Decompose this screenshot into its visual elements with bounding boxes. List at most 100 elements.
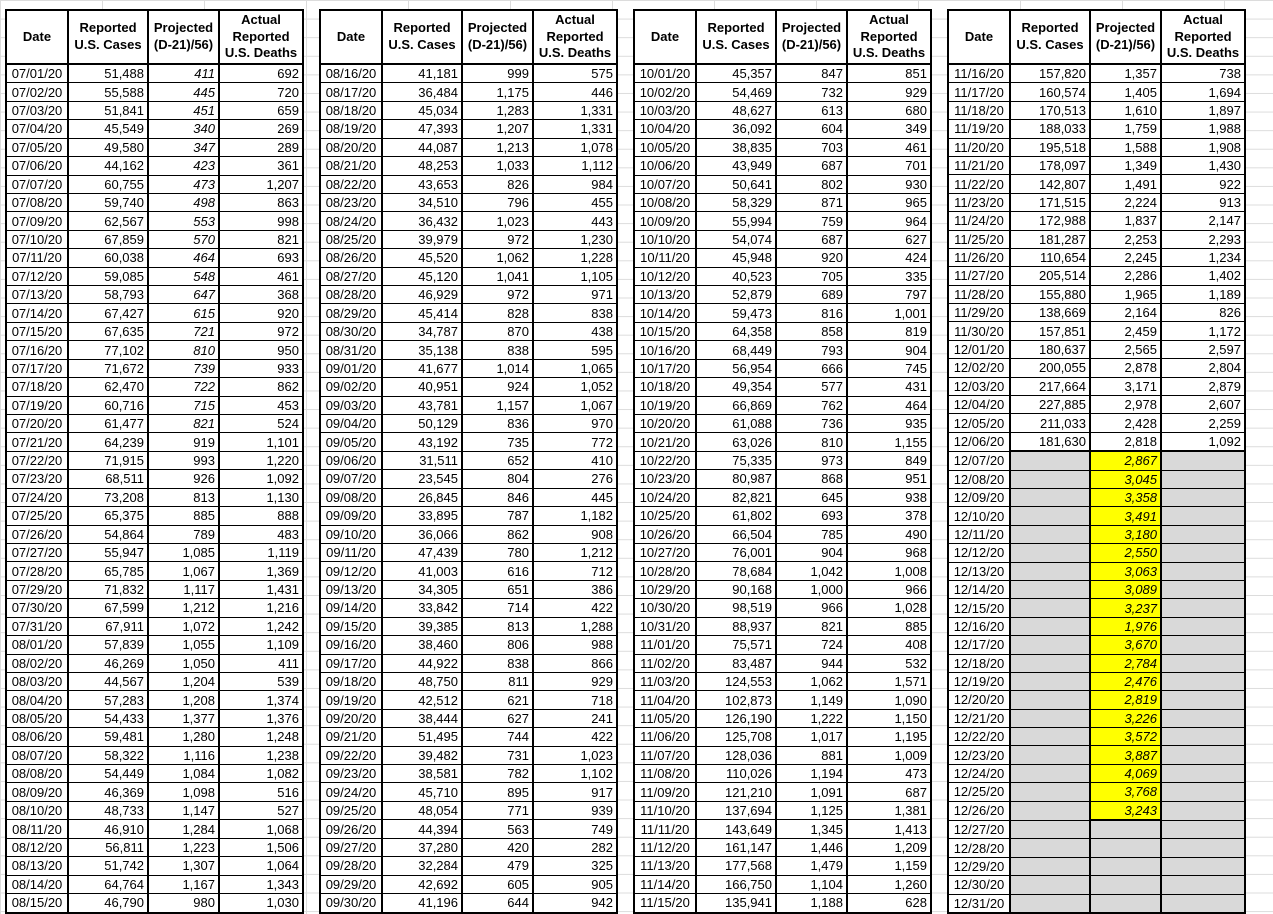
column-header-projected: Projected (D-21)/56) [1089, 9, 1162, 65]
date-cell: 11/04/20 [633, 690, 697, 710]
date-cell: 10/09/20 [633, 211, 697, 231]
date-cell: 09/21/20 [319, 727, 383, 747]
reported-cases-cell [1009, 763, 1091, 784]
reported-cases-cell: 66,869 [695, 395, 777, 416]
table-row: 09/18/20 48,750 811 929 [319, 671, 618, 692]
reported-cases-cell: 157,820 [1009, 63, 1091, 84]
date-cell: 12/27/20 [947, 819, 1011, 840]
projected-deaths-cell: 780 [461, 542, 534, 563]
actual-deaths-cell: 1,430 [1160, 155, 1246, 176]
actual-deaths-cell: 527 [218, 800, 304, 821]
reported-cases-cell: 40,951 [381, 377, 463, 397]
projected-deaths-cell: 1,175 [461, 82, 534, 102]
actual-deaths-cell: 2,804 [1160, 358, 1246, 378]
projected-deaths-cell: 1,284 [147, 819, 220, 839]
reported-cases-cell: 31,511 [381, 450, 463, 471]
projected-deaths-cell: 1,157 [461, 395, 534, 416]
table-row: 12/26/20 3,243 [947, 800, 1246, 822]
table-row: 12/01/20 180,637 2,565 2,597 [947, 339, 1246, 360]
date-cell: 08/07/20 [5, 745, 69, 766]
date-cell: 07/04/20 [5, 119, 69, 139]
reported-cases-cell [1009, 800, 1091, 821]
reported-cases-cell: 55,588 [67, 82, 149, 102]
table-row: 11/05/20 126,190 1,222 1,150 [633, 708, 932, 729]
reported-cases-cell [1009, 690, 1091, 710]
projected-deaths-cell: 721 [147, 321, 220, 342]
reported-cases-cell: 54,864 [67, 524, 149, 544]
actual-deaths-cell [1160, 543, 1246, 563]
table-row: 08/24/20 36,432 1,023 443 [319, 211, 618, 231]
actual-deaths-cell: 368 [218, 285, 304, 305]
reported-cases-cell: 46,269 [67, 653, 149, 673]
projected-deaths-cell: 652 [461, 450, 534, 471]
table-row: 07/20/20 61,477 821 524 [5, 414, 304, 434]
table-row: 08/17/20 36,484 1,175 446 [319, 82, 618, 102]
table-row: 09/29/20 42,692 605 905 [319, 874, 618, 894]
header-row: Date Reported U.S. Cases Projected (D-21… [633, 9, 932, 65]
projected-deaths-cell: 1,167 [147, 874, 220, 894]
table-row: 10/30/20 98,519 966 1,028 [633, 598, 932, 618]
actual-deaths-cell: 1,216 [218, 598, 304, 618]
date-cell: 07/14/20 [5, 303, 69, 323]
table-row: 09/14/20 33,842 714 422 [319, 598, 618, 618]
reported-cases-cell: 44,394 [381, 819, 463, 839]
date-cell: 12/15/20 [947, 598, 1011, 618]
projected-deaths-cell: 810 [147, 340, 220, 360]
actual-deaths-cell: 575 [532, 63, 618, 84]
table-row: 07/24/20 73,208 813 1,130 [5, 487, 304, 508]
projected-deaths-cell: 1,067 [147, 561, 220, 581]
table-row: 07/27/20 55,947 1,085 1,119 [5, 542, 304, 563]
actual-deaths-cell: 269 [218, 119, 304, 139]
actual-deaths-cell: 1,030 [218, 892, 304, 914]
table-row: 10/04/20 36,092 604 349 [633, 119, 932, 139]
actual-deaths-cell: 968 [846, 542, 932, 563]
actual-deaths-cell: 1,082 [218, 764, 304, 784]
table-row: 12/04/20 227,885 2,978 2,607 [947, 395, 1246, 415]
reported-cases-cell: 71,915 [67, 450, 149, 471]
table-row: 09/24/20 45,710 895 917 [319, 782, 618, 802]
projected-deaths-cell: 3,226 [1089, 708, 1162, 729]
table-row: 09/15/20 39,385 813 1,288 [319, 616, 618, 637]
actual-deaths-cell: 1,376 [218, 708, 304, 729]
actual-deaths-cell: 524 [218, 414, 304, 434]
projected-deaths-cell: 1,072 [147, 616, 220, 637]
data-table-nov-dec: Date Reported U.S. Cases Projected (D-21… [947, 9, 1246, 914]
reported-cases-cell: 51,495 [381, 727, 463, 747]
reported-cases-cell: 33,842 [381, 598, 463, 618]
reported-cases-cell: 59,473 [695, 303, 777, 323]
reported-cases-cell: 125,708 [695, 727, 777, 747]
actual-deaths-cell: 1,155 [846, 432, 932, 452]
actual-deaths-cell: 1,343 [218, 874, 304, 894]
projected-deaths-cell: 1,023 [461, 211, 534, 231]
reported-cases-cell: 61,088 [695, 414, 777, 434]
table-row: 12/08/20 3,045 [947, 469, 1246, 489]
projected-deaths-cell: 802 [775, 174, 848, 194]
actual-deaths-cell: 361 [218, 156, 304, 176]
actual-deaths-cell: 1,374 [218, 690, 304, 710]
table-row: 09/10/20 36,066 862 908 [319, 524, 618, 544]
projected-deaths-cell: 687 [775, 229, 848, 250]
reported-cases-cell: 138,669 [1009, 303, 1091, 323]
actual-deaths-cell: 438 [532, 321, 618, 342]
reported-cases-cell: 63,026 [695, 432, 777, 452]
reported-cases-cell: 160,574 [1009, 82, 1091, 102]
date-cell: 09/05/20 [319, 432, 383, 452]
date-cell: 10/21/20 [633, 432, 697, 452]
table-row: 10/24/20 82,821 645 938 [633, 487, 932, 508]
date-cell: 10/25/20 [633, 506, 697, 526]
table-row: 11/17/20 160,574 1,405 1,694 [947, 82, 1246, 102]
projected-deaths-cell: 479 [461, 856, 534, 876]
date-cell: 08/02/20 [5, 653, 69, 673]
projected-deaths-cell: 451 [147, 100, 220, 121]
actual-deaths-cell: 797 [846, 285, 932, 305]
table-row: 10/29/20 90,168 1,000 966 [633, 579, 932, 600]
reported-cases-cell [1009, 653, 1091, 673]
reported-cases-cell: 54,433 [67, 708, 149, 729]
table-row: 07/15/20 67,635 721 972 [5, 321, 304, 342]
reported-cases-cell: 211,033 [1009, 413, 1091, 433]
table-row: 07/07/20 60,755 473 1,207 [5, 174, 304, 194]
date-cell: 09/02/20 [319, 377, 383, 397]
date-cell: 08/03/20 [5, 671, 69, 692]
actual-deaths-cell: 1,988 [1160, 119, 1246, 139]
column-header-projected: Projected (D-21)/56) [147, 9, 220, 65]
